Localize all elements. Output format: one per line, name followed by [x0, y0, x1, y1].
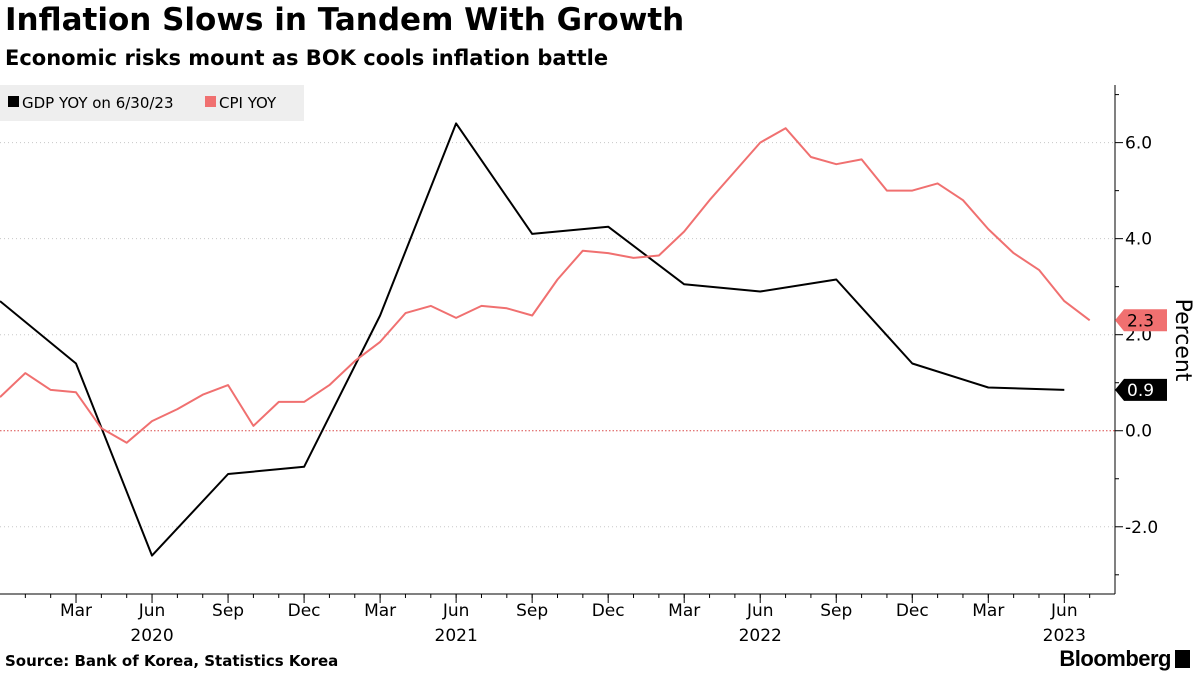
end-label-gdp: 0.9 — [1115, 378, 1167, 401]
x-tick-year-label: 2023 — [1043, 626, 1086, 646]
x-tick-label: Mar — [972, 601, 1004, 621]
chart-title: Inflation Slows in Tandem With Growth — [5, 2, 685, 38]
x-tick-label: Sep — [516, 601, 548, 621]
x-tick-label: Dec — [896, 601, 929, 621]
end-value-labels: 0.9 2.3 — [1115, 309, 1167, 401]
legend: GDP YOY on 6/30/23 CPI YOY — [0, 85, 304, 121]
x-tick-label: Mar — [60, 601, 92, 621]
y-tick-label: 0.0 — [1125, 422, 1152, 442]
x-tick-label: Mar — [668, 601, 700, 621]
x-tick-year-label: 2020 — [130, 626, 173, 646]
x-tick-label: Sep — [820, 601, 852, 621]
plot-area-background — [0, 85, 1115, 594]
end-label-cpi: 2.3 — [1115, 309, 1167, 332]
source-note: Source: Bank of Korea, Statistics Korea — [5, 652, 339, 670]
chart-subtitle: Economic risks mount as BOK cools inflat… — [5, 46, 609, 70]
x-tick-label: Dec — [288, 601, 321, 621]
series-lines — [0, 122, 1091, 557]
y-axis-title: Percent — [1170, 299, 1195, 382]
end-label-value: 0.9 — [1127, 381, 1154, 401]
x-tick-label: Jun — [138, 601, 166, 621]
x-tick-year-label: 2021 — [435, 626, 478, 646]
legend-background — [0, 85, 304, 121]
bloomberg-mark-icon — [1175, 650, 1190, 668]
y-tick-label: 4.0 — [1125, 230, 1152, 250]
end-label-tag — [1115, 309, 1167, 332]
x-tick-label: Sep — [212, 601, 244, 621]
legend-swatch-cpi — [205, 96, 216, 107]
legend-label-gdp: GDP YOY on 6/30/23 — [22, 94, 174, 112]
series-line-cpi — [0, 127, 1091, 444]
x-tick-label: Dec — [592, 601, 625, 621]
x-axis: Mar Jun 2020 Sep Dec Mar Jun 2021 Sep Dec Mar Jun 20… — [0, 593, 1115, 646]
end-label-tag — [1115, 378, 1167, 401]
x-tick-label: Mar — [364, 601, 396, 621]
legend-label-cpi: CPI YOY — [219, 94, 277, 112]
brand-name: Bloomberg — [1059, 646, 1171, 671]
y-axis: -2.00.02.04.06.0 — [1114, 85, 1158, 594]
bloomberg-logo: Bloomberg — [1059, 646, 1190, 672]
series-line-gdp — [0, 122, 1065, 557]
y-tick-label: -2.0 — [1125, 518, 1158, 538]
y-tick-label: 6.0 — [1125, 134, 1152, 154]
legend-swatch-gdp — [8, 96, 19, 107]
x-tick-label: Jun — [1050, 601, 1078, 621]
gridlines — [0, 142, 1115, 528]
x-tick-label: Jun — [746, 601, 774, 621]
end-label-value: 2.3 — [1127, 311, 1154, 331]
x-tick-year-label: 2022 — [739, 626, 782, 646]
x-tick-label: Jun — [442, 601, 470, 621]
